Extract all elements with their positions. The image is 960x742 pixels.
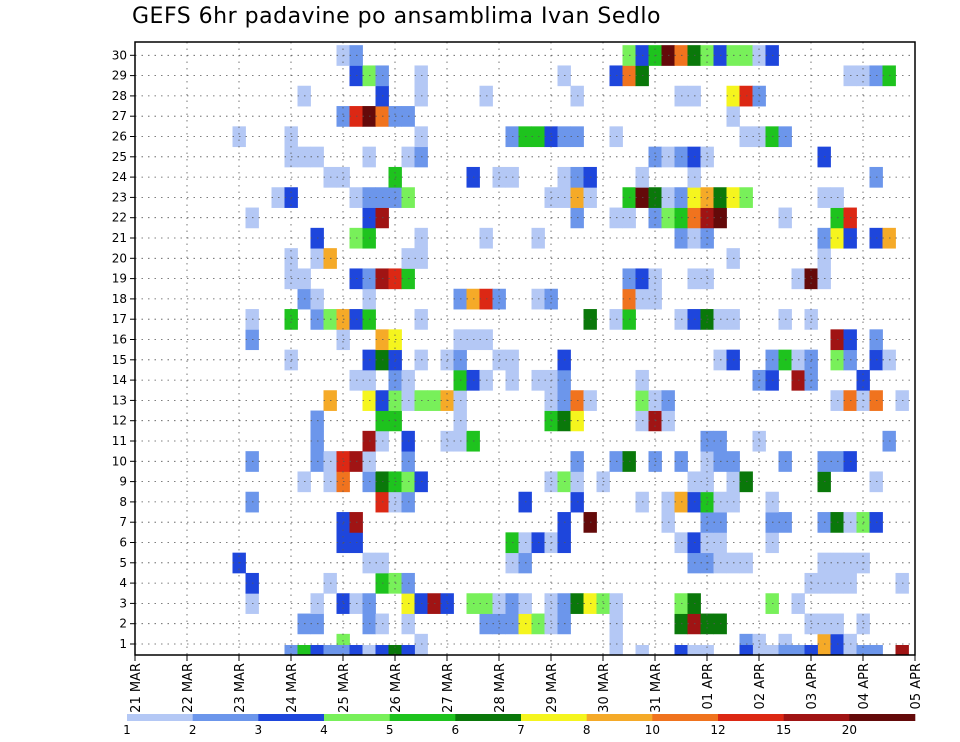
colorbar-swatch	[389, 714, 456, 721]
x-tick-label: 23 MAR	[233, 663, 248, 713]
y-tick-label: 28	[112, 89, 127, 103]
y-tick-label: 20	[112, 251, 127, 265]
y-tick-label: 5	[119, 556, 127, 570]
heatmap-cell	[687, 645, 701, 655]
y-tick-label: 3	[119, 596, 127, 610]
y-tick-label: 10	[112, 454, 127, 468]
x-tick-label: 24 MAR	[285, 663, 300, 713]
heatmap-cell	[375, 645, 389, 655]
heatmap-cell	[804, 645, 818, 655]
x-tick-label: 31 MAR	[649, 663, 664, 713]
colorbar-swatch	[521, 714, 587, 721]
y-tick-label: 12	[112, 414, 127, 428]
heatmap-cell	[700, 645, 714, 655]
y-tick-label: 27	[112, 109, 127, 123]
x-tick-label: 30 MAR	[597, 663, 612, 713]
y-tick-label: 29	[112, 69, 127, 83]
y-tick-label: 4	[119, 576, 127, 590]
heatmap-cell	[336, 645, 350, 655]
heatmap-cell	[310, 645, 324, 655]
y-tick-label: 16	[112, 333, 127, 347]
heatmap-cell	[401, 645, 415, 655]
y-tick-label: 2	[119, 617, 127, 631]
y-tick-label: 1	[119, 637, 127, 651]
y-axis: 1234567891011121314151617181920212223242…	[112, 48, 135, 651]
colorbar-swatch	[127, 714, 193, 721]
colorbar: 1 2 3 4 5 6 7 8 10 12 15 20	[123, 714, 916, 737]
colorbar-swatch	[324, 714, 390, 721]
heatmap-cell	[856, 645, 870, 655]
x-tick-label: 22 MAR	[181, 663, 196, 713]
colorbar-swatch	[192, 714, 259, 721]
y-tick-label: 30	[112, 48, 127, 62]
x-tick-label: 27 MAR	[441, 663, 456, 713]
heatmap-cell	[869, 645, 883, 655]
x-tick-label: 28 MAR	[493, 663, 508, 713]
plot-frame	[134, 41, 916, 656]
x-tick-label: 25 MAR	[337, 663, 352, 713]
heatmap-cell	[635, 645, 649, 655]
colorbar-label: 20	[842, 723, 857, 737]
y-tick-label: 11	[112, 434, 127, 448]
x-tick-label: 03 APR	[805, 663, 820, 709]
colorbar-swatch	[718, 714, 784, 721]
heatmap-cell	[778, 645, 792, 655]
colorbar-label: 10	[645, 723, 660, 737]
y-tick-label: 7	[119, 515, 127, 529]
heatmap-cell	[362, 645, 376, 655]
colorbar-label: 12	[710, 723, 725, 737]
x-tick-label: 21 MAR	[129, 663, 144, 713]
colorbar-swatch	[455, 714, 522, 721]
y-tick-label: 13	[112, 393, 127, 407]
colorbar-label: 8	[583, 723, 591, 737]
colorbar-label: 4	[320, 723, 328, 737]
heatmap-cell	[388, 645, 402, 655]
colorbar-label: 3	[255, 723, 263, 737]
colorbar-label: 15	[776, 723, 791, 737]
x-tick-label: 02 APR	[753, 663, 768, 709]
x-tick-label: 29 MAR	[545, 663, 560, 713]
x-axis: 21 MAR 22 MAR 23 MAR 24 MAR 25 MAR 26 MAR 27 M…	[129, 655, 924, 713]
chart-title: GEFS 6hr padavine po ansamblima Ivan Sed…	[132, 4, 661, 29]
y-tick-label: 15	[112, 353, 127, 367]
colorbar-swatch	[783, 714, 850, 721]
y-tick-label: 14	[112, 373, 127, 387]
colorbar-swatch	[849, 714, 916, 721]
colorbar-label: 5	[386, 723, 394, 737]
y-tick-label: 26	[112, 130, 127, 144]
y-tick-label: 6	[119, 536, 127, 550]
y-tick-label: 19	[112, 272, 127, 286]
colorbar-swatch	[586, 714, 653, 721]
x-tick-label: 26 MAR	[389, 663, 404, 713]
heatmap-cell	[895, 645, 909, 655]
heatmap-cell	[349, 645, 363, 655]
x-tick-label: 01 APR	[701, 663, 716, 709]
y-tick-label: 8	[119, 495, 127, 509]
colorbar-label: 6	[452, 723, 460, 737]
colorbar-label: 2	[189, 723, 197, 737]
y-tick-label: 21	[112, 231, 127, 245]
y-tick-label: 24	[112, 170, 127, 184]
colorbar-swatch	[258, 714, 325, 721]
grid-layer	[135, 42, 915, 655]
x-tick-label: 04 APR	[857, 663, 872, 709]
heatmap-cell	[323, 645, 337, 655]
y-tick-label: 18	[112, 292, 127, 306]
heatmap-cell	[674, 645, 688, 655]
x-tick-label: 05 APR	[909, 663, 924, 709]
heatmap-cell	[791, 645, 805, 655]
heatmap-cell	[297, 645, 311, 655]
colorbar-label: 1	[123, 723, 131, 737]
y-tick-label: 22	[112, 211, 127, 225]
colorbar-label: 7	[517, 723, 525, 737]
colorbar-swatch	[652, 714, 719, 721]
y-tick-label: 9	[119, 475, 127, 489]
heatmap-cell	[284, 645, 298, 655]
y-tick-label: 23	[112, 190, 127, 204]
heatmap-cell	[765, 645, 779, 655]
y-tick-label: 25	[112, 150, 127, 164]
y-tick-label: 17	[112, 312, 127, 326]
heatmap-cell	[739, 645, 753, 655]
